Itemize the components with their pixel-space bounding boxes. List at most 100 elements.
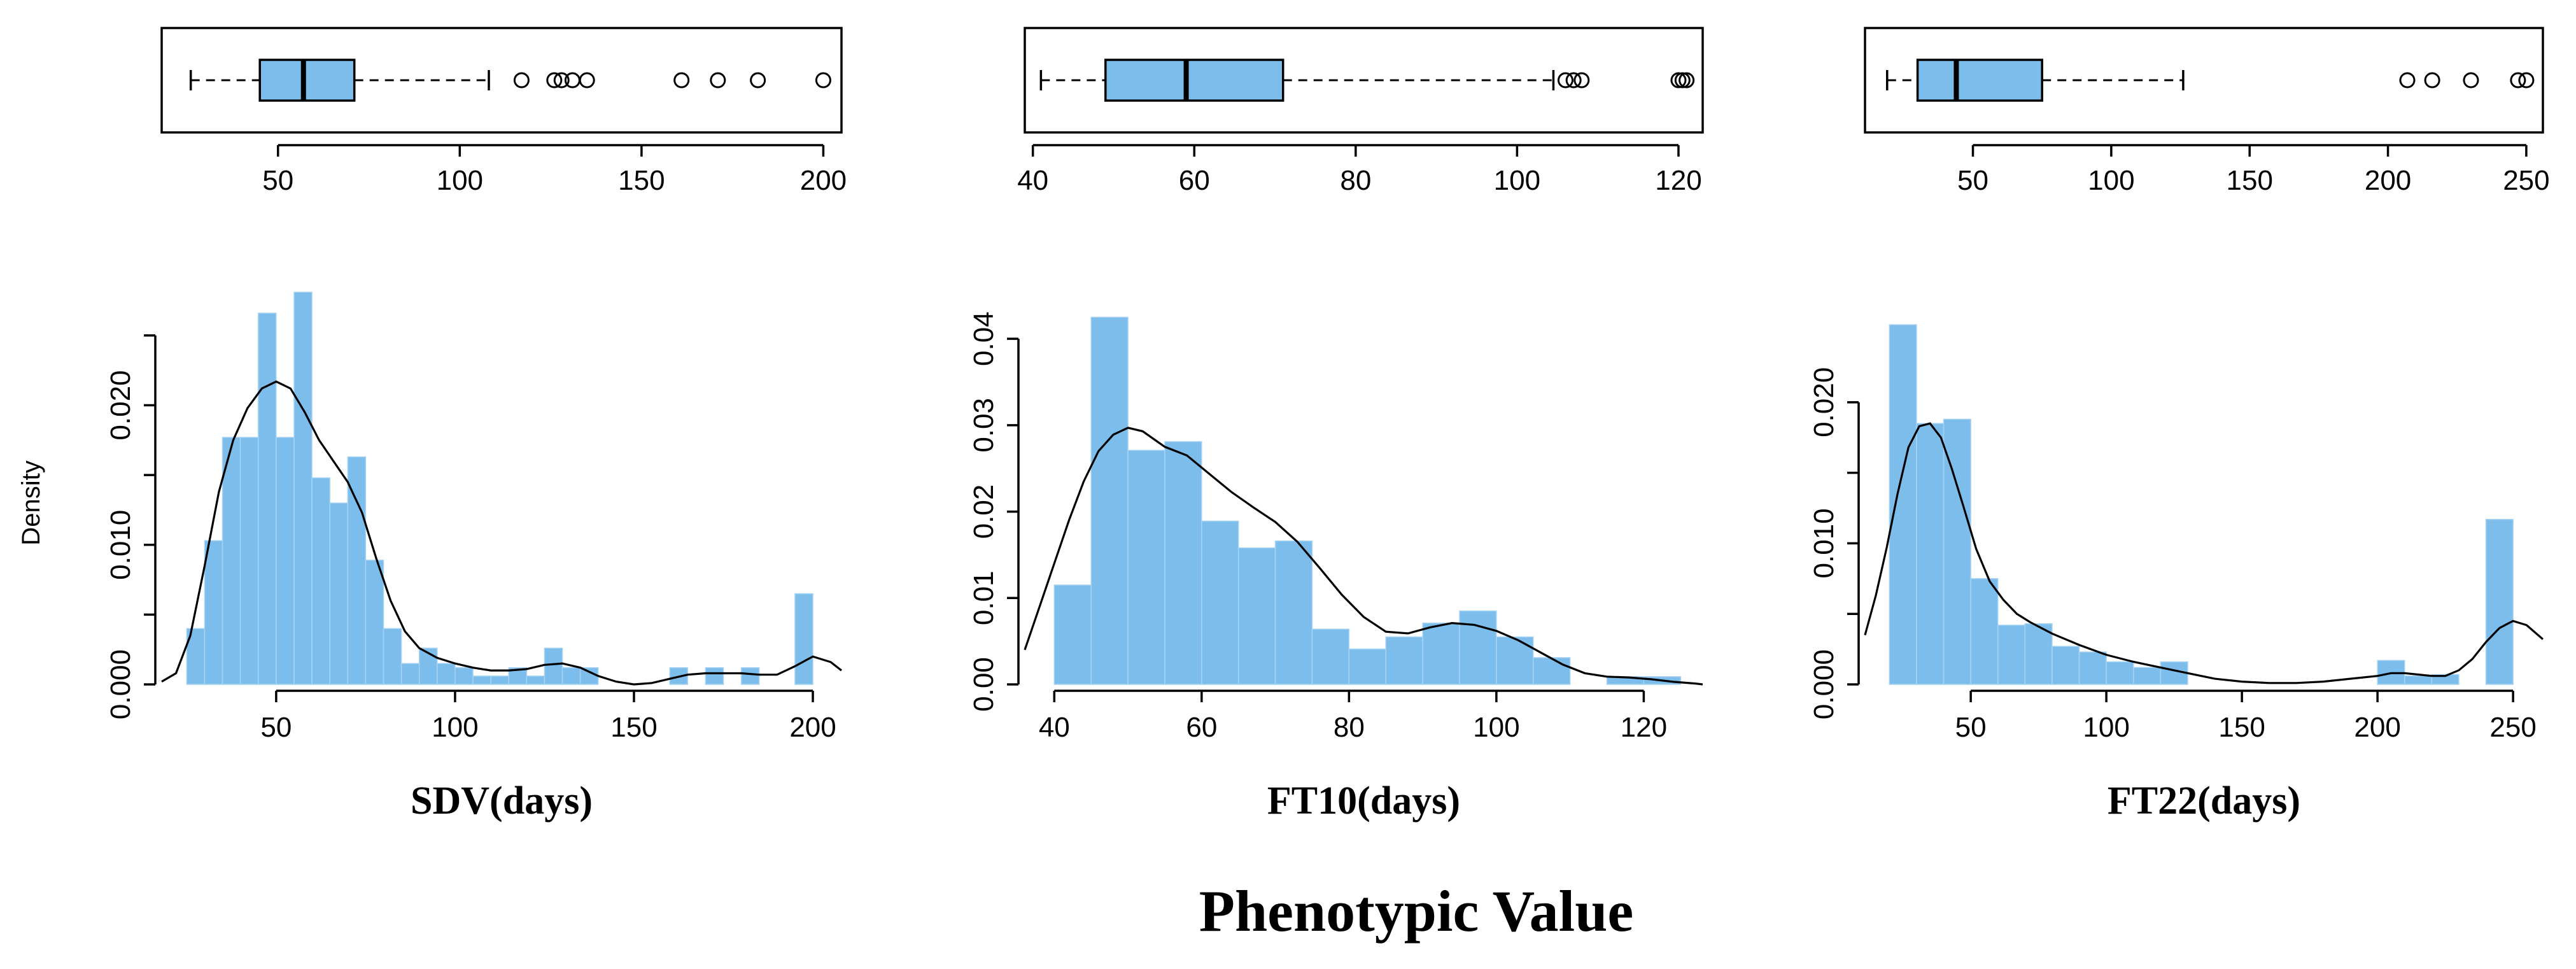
- histogram-bar: [705, 667, 724, 685]
- x-tick-label: 50: [1955, 712, 1987, 743]
- histogram-bar: [490, 675, 509, 685]
- x-tick-label: 200: [2365, 165, 2411, 196]
- y-tick-label: 0.01: [968, 570, 999, 625]
- histogram-bar: [526, 675, 545, 685]
- x-tick-label: 150: [2218, 712, 2265, 743]
- y-axis-title: Density: [17, 460, 45, 545]
- outlier-point: [564, 72, 581, 88]
- x-axis-title: SDV(days): [411, 779, 593, 823]
- histogram-bar: [2078, 651, 2107, 685]
- histogram-bar: [561, 667, 581, 685]
- y-tick-label: 0.000: [105, 649, 136, 719]
- outlier-point: [579, 72, 595, 88]
- ft10-histogram: 40 60 80 100 120 0.00 0.01 0.02 0.03 0.04 FT10(day…: [968, 311, 1703, 823]
- histogram-bar: [1237, 547, 1276, 685]
- x-tick-label: 120: [1655, 165, 1701, 196]
- x-tick-label: 100: [432, 712, 478, 743]
- outlier-point: [1573, 72, 1590, 88]
- outlier-point: [1670, 72, 1687, 88]
- histogram-bar: [794, 593, 813, 685]
- density-curve: [161, 380, 842, 686]
- outlier-point: [2399, 72, 2416, 88]
- histogram-bar: [1348, 648, 1386, 685]
- histogram-bar: [1053, 584, 1092, 685]
- histogram-bar: [1385, 636, 1423, 685]
- x-tick-label: 250: [2503, 165, 2549, 196]
- histogram-bar: [437, 663, 456, 685]
- histogram-bar: [1274, 540, 1313, 685]
- histogram-bar: [1459, 610, 1497, 685]
- x-tick-label: 100: [2083, 712, 2129, 743]
- outlier-point: [2424, 72, 2440, 88]
- histogram-bar: [2485, 519, 2514, 685]
- histogram-bar: [347, 456, 367, 685]
- outlier-point: [2463, 72, 2479, 88]
- histogram-bar: [1422, 622, 1460, 685]
- iqr-box: [1916, 59, 2043, 102]
- histogram-bar: [276, 437, 295, 685]
- iqr-box: [1104, 59, 1284, 102]
- x-tick-label: 100: [1473, 712, 1519, 743]
- histogram-bar: [1164, 441, 1202, 685]
- x-tick-label: 80: [1334, 712, 1365, 743]
- outlier-point: [1565, 72, 1582, 88]
- histogram-bar: [1090, 316, 1129, 685]
- outlier-point: [513, 72, 530, 88]
- histogram-bar: [1889, 324, 1917, 685]
- x-tick-label: 200: [2354, 712, 2400, 743]
- outlier-point: [1674, 72, 1691, 88]
- sdv-boxplot: 50 100 150 200: [160, 27, 847, 196]
- outlier-point: [673, 72, 690, 88]
- histogram-bar: [365, 560, 384, 685]
- x-tick-label: 120: [1621, 712, 1667, 743]
- outlier-point: [1557, 72, 1573, 88]
- histogram-bar: [472, 675, 491, 685]
- histogram-bar: [1201, 520, 1239, 685]
- histogram-bar: [1916, 423, 1945, 685]
- histogram-bar: [293, 292, 313, 685]
- x-tick-label: 80: [1340, 165, 1371, 196]
- outlier-point: [553, 72, 570, 88]
- x-tick-label: 150: [610, 712, 657, 743]
- x-tick-label: 200: [800, 165, 847, 196]
- y-tick-label: 0.04: [968, 311, 999, 366]
- histogram-bar: [1311, 628, 1350, 685]
- sdv-histogram: 50 100 150 200 0.000 0.010 0.020 SDV(days) Densi…: [17, 292, 842, 823]
- plot-frame: [1864, 27, 2544, 134]
- histogram-bar: [2431, 674, 2460, 685]
- ft10-boxplot: 40 60 80 100 120: [1017, 27, 1704, 196]
- x-axis-title: FT10(days): [1267, 779, 1460, 823]
- histogram-bar: [1496, 636, 1534, 685]
- histogram-bar: [1127, 449, 1165, 685]
- density-curve: [1864, 422, 2544, 684]
- x-tick-label: 50: [1957, 165, 1988, 196]
- histogram-bar: [544, 647, 563, 685]
- x-tick-label: 50: [262, 165, 293, 196]
- plot-frame: [160, 27, 843, 134]
- y-tick-label: 0.010: [105, 510, 136, 580]
- y-tick-label: 0.000: [1808, 649, 1840, 719]
- histogram-bar: [383, 628, 402, 685]
- x-tick-label: 60: [1186, 712, 1217, 743]
- histogram-bar: [740, 667, 760, 685]
- x-tick-label: 200: [789, 712, 836, 743]
- x-tick-label: 150: [2227, 165, 2273, 196]
- x-tick-label: 250: [2489, 712, 2536, 743]
- y-tick-label: 0.03: [968, 398, 999, 453]
- x-tick-label: 40: [1017, 165, 1048, 196]
- x-tick-label: 150: [618, 165, 665, 196]
- y-tick-label: 0.02: [968, 484, 999, 539]
- outlier-point: [1679, 72, 1695, 88]
- y-tick-label: 0.020: [1808, 367, 1840, 437]
- main-title: Phenotypic Value: [1199, 879, 1633, 944]
- x-axis-title: FT22(days): [2108, 779, 2300, 823]
- density-curve: [1024, 427, 1703, 686]
- outlier-point: [750, 72, 766, 88]
- ft22-boxplot: 50 100 150 200 250: [1864, 27, 2550, 196]
- histogram-bar: [454, 667, 474, 685]
- x-tick-label: 100: [1494, 165, 1540, 196]
- y-tick-label: 0.020: [105, 370, 136, 440]
- histogram-bar: [204, 540, 223, 685]
- histogram-bar: [400, 663, 420, 685]
- histogram-bar: [418, 647, 438, 685]
